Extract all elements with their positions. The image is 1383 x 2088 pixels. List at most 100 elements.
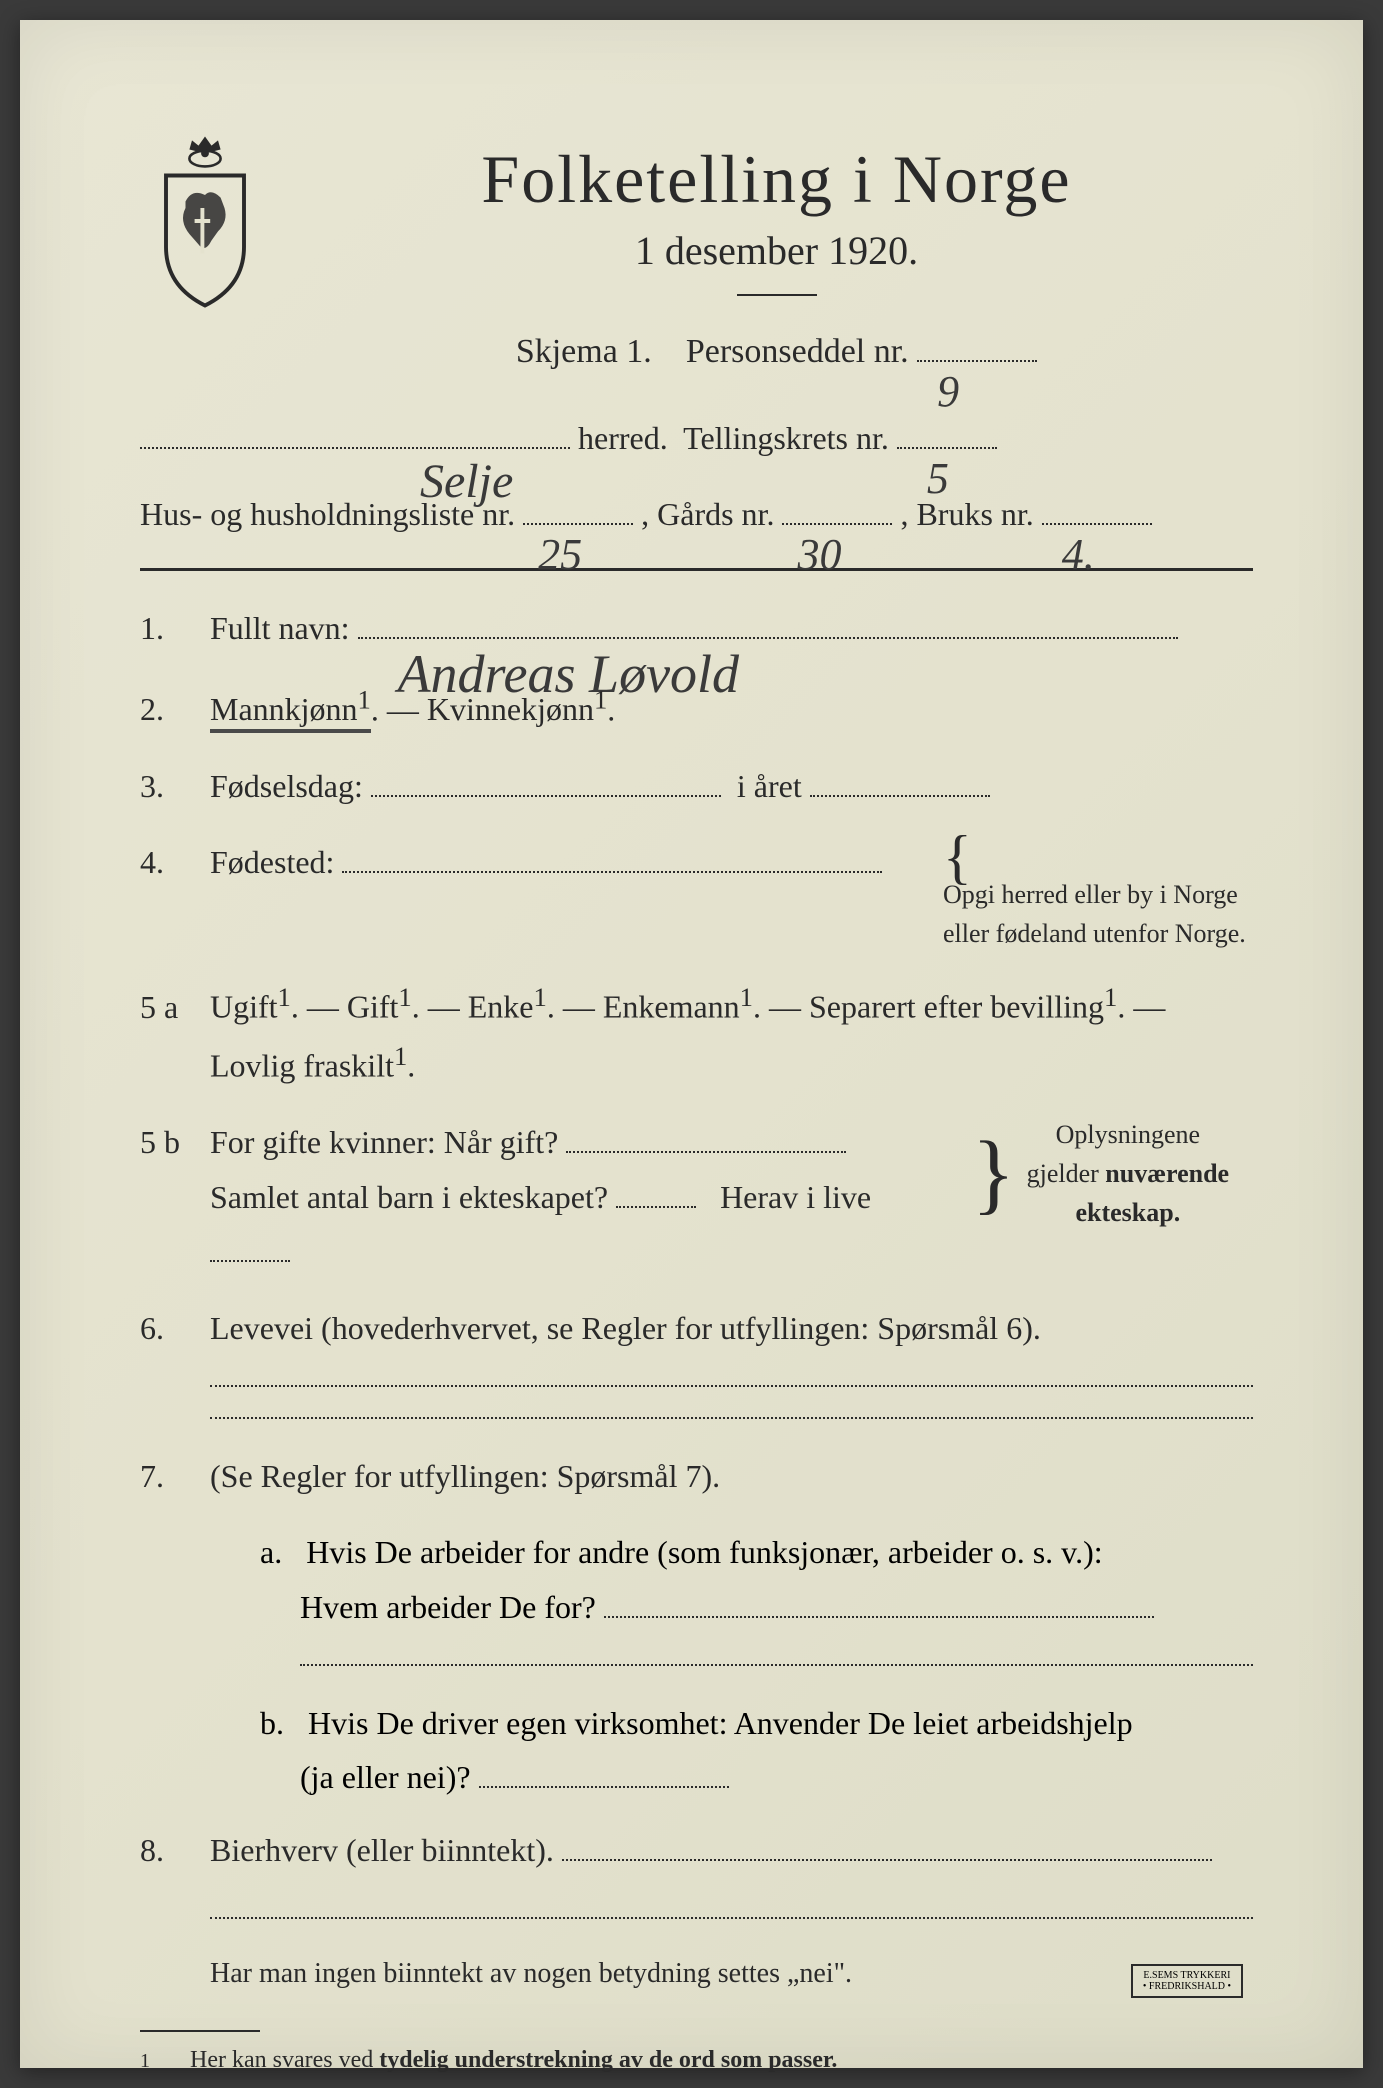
q8-row: 8. Bierhverv (eller biinntekt). <box>140 1823 1253 1877</box>
q7b-field <box>479 1786 729 1788</box>
q8-body: Bierhverv (eller biinntekt). <box>210 1823 1253 1877</box>
personseddel-field: 9 <box>917 360 1037 362</box>
q6-blank1 <box>210 1385 1253 1387</box>
q3-num: 3. <box>140 759 190 813</box>
printer-stamp: E.SEMS TRYKKERI • FREDRIKSHALD • <box>1131 1964 1243 1998</box>
q7a-text2: Hvem arbeider De for? <box>260 1589 596 1625</box>
husliste-field: 25 <box>523 523 633 525</box>
q1-row: 1. Fullt navn: Andreas Løvold <box>140 601 1253 655</box>
q7a-field <box>604 1616 1154 1618</box>
title-divider <box>737 294 817 296</box>
q6-num: 6. <box>140 1301 190 1355</box>
q5b-field1 <box>566 1151 846 1153</box>
herred-label: herred. <box>578 420 668 456</box>
q4-main: Fødested: <box>210 835 933 889</box>
footnote: 1 Her kan svares ved tydelig understrekn… <box>140 2047 1253 2074</box>
q4-field <box>342 871 882 873</box>
bruks-field: 4. <box>1042 523 1152 525</box>
gards-label: , Gårds nr. <box>641 496 774 532</box>
q7b-text2: (ja eller nei)? <box>260 1759 471 1795</box>
q5b-field2 <box>616 1206 696 1208</box>
coat-of-arms-icon <box>140 130 270 310</box>
q6-row: 6. Levevei (hovederhvervet, se Regler fo… <box>140 1301 1253 1355</box>
q1-label: Fullt navn: <box>210 610 350 646</box>
title-block: Folketelling i Norge 1 desember 1920. Sk… <box>300 120 1253 400</box>
q5b-line2a: Samlet antal barn i ekteskapet? <box>210 1179 608 1215</box>
q4-num: 4. <box>140 835 190 889</box>
q4-note1: Opgi herred eller by i Norge <box>943 880 1238 909</box>
stamp-line1: E.SEMS TRYKKERI <box>1143 1970 1230 1981</box>
q2-row: 2. Mannkjønn1. — Kvinnekjønn1. <box>140 678 1253 737</box>
q8-num: 8. <box>140 1823 190 1877</box>
gards-value: 30 <box>797 515 841 594</box>
q7-row: 7. (Se Regler for utfyllingen: Spørsmål … <box>140 1449 1253 1503</box>
q5b-num: 5 b <box>140 1115 190 1169</box>
footnote-rule <box>140 2030 260 2032</box>
header: Folketelling i Norge 1 desember 1920. Sk… <box>140 120 1253 400</box>
q5b-line2b: Herav i live <box>720 1179 871 1215</box>
schema-label: Skjema 1. <box>516 333 652 370</box>
husliste-line: Hus- og husholdningsliste nr. 25 , Gårds… <box>140 486 1253 544</box>
q3-label: Fødselsdag: <box>210 768 363 804</box>
footnote-num: 1 <box>140 2050 170 2073</box>
q7b-text1: Hvis De driver egen virksomhet: Anvender… <box>308 1705 1133 1741</box>
q4-note2: eller fødeland utenfor Norge. <box>943 919 1246 948</box>
q5a-row: 5 a Ugift1. — Gift1. — Enke1. — Enkemann… <box>140 975 1253 1093</box>
q7b: b. Hvis De driver egen virksomhet: Anven… <box>140 1696 1253 1805</box>
q5b-note2b: nuværende <box>1105 1159 1229 1188</box>
tellingskrets-field: 5 <box>897 447 997 449</box>
q5b-line1: For gifte kvinner: Når gift? <box>210 1124 558 1160</box>
q7a-label: a. <box>260 1534 282 1570</box>
q8-field <box>562 1859 1212 1861</box>
q3-body: Fødselsdag: i året <box>210 759 1253 813</box>
q1-body: Fullt navn: Andreas Løvold <box>210 601 1253 655</box>
q2-mann: Mannkjønn1 <box>210 691 371 733</box>
q7a-blank <box>300 1664 1253 1666</box>
q5b-field3 <box>210 1260 290 1262</box>
footnote-body: Her kan svares ved tydelig understreknin… <box>190 2047 837 2074</box>
bruks-label: , Bruks nr. <box>900 496 1033 532</box>
herred-field: Selje <box>140 447 570 449</box>
q8-label: Bierhverv (eller biinntekt). <box>210 1832 554 1868</box>
crest-svg <box>140 130 270 312</box>
q4-body: Fødested: { Opgi herred eller by i Norge… <box>210 835 1253 953</box>
husliste-value: 25 <box>538 515 582 594</box>
husliste-label: Hus- og husholdningsliste nr. <box>140 496 515 532</box>
q5b-body: For gifte kvinner: Når gift? Samlet anta… <box>210 1115 1253 1278</box>
note-bottom: Har man ingen biinntekt av nogen betydni… <box>140 1949 1253 1999</box>
q7a-text1: Hvis De arbeider for andre (som funksjon… <box>306 1534 1102 1570</box>
gards-field: 30 <box>782 523 892 525</box>
q5b-row: 5 b For gifte kvinner: Når gift? Samlet … <box>140 1115 1253 1278</box>
q4-note: { Opgi herred eller by i Norge eller fød… <box>943 835 1253 953</box>
tellingskrets-label: Tellingskrets nr. <box>683 420 889 456</box>
brace-right-icon: } <box>972 1151 1015 1196</box>
stamp-line2: • FREDRIKSHALD • <box>1143 1981 1231 1992</box>
q3-field2 <box>810 795 990 797</box>
q2-kvinne: Kvinnekjønn1 <box>427 691 607 727</box>
q7-num: 7. <box>140 1449 190 1503</box>
q2-num: 2. <box>140 682 190 736</box>
footnote-bold: tydelig understrekning av de ord som pas… <box>379 2047 837 2073</box>
herred-line: Selje herred. Tellingskrets nr. 5 <box>140 410 1253 468</box>
q5b-note2: gjelder <box>1027 1159 1099 1188</box>
bruks-value: 4. <box>1062 515 1095 594</box>
subtitle: 1 desember 1920. <box>300 227 1253 274</box>
q5b-note1: Oplysningene <box>1056 1120 1200 1149</box>
q1-num: 1. <box>140 601 190 655</box>
main-title: Folketelling i Norge <box>300 140 1253 219</box>
footnote-text: Her kan svares ved <box>190 2047 373 2073</box>
q8-blank <box>210 1917 1253 1919</box>
q5b-note: } Oplysningene gjelder nuværende ekteska… <box>943 1115 1253 1232</box>
personseddel-label: Personseddel nr. <box>686 333 909 370</box>
q1-field: Andreas Løvold <box>358 637 1178 639</box>
q5a-num: 5 a <box>140 980 190 1034</box>
q7a: a. Hvis De arbeider for andre (som funks… <box>140 1525 1253 1634</box>
q6-blank2 <box>210 1417 1253 1419</box>
q6-text: Levevei (hovederhvervet, se Regler for u… <box>210 1301 1253 1355</box>
q5b-main: For gifte kvinner: Når gift? Samlet anta… <box>210 1115 933 1278</box>
q7b-label: b. <box>260 1705 284 1741</box>
schema-line: Skjema 1. Personseddel nr. 9 <box>300 321 1253 382</box>
q7-intro: (Se Regler for utfyllingen: Spørsmål 7). <box>210 1449 1253 1503</box>
q4-label: Fødested: <box>210 844 334 880</box>
q3-field1 <box>371 795 721 797</box>
